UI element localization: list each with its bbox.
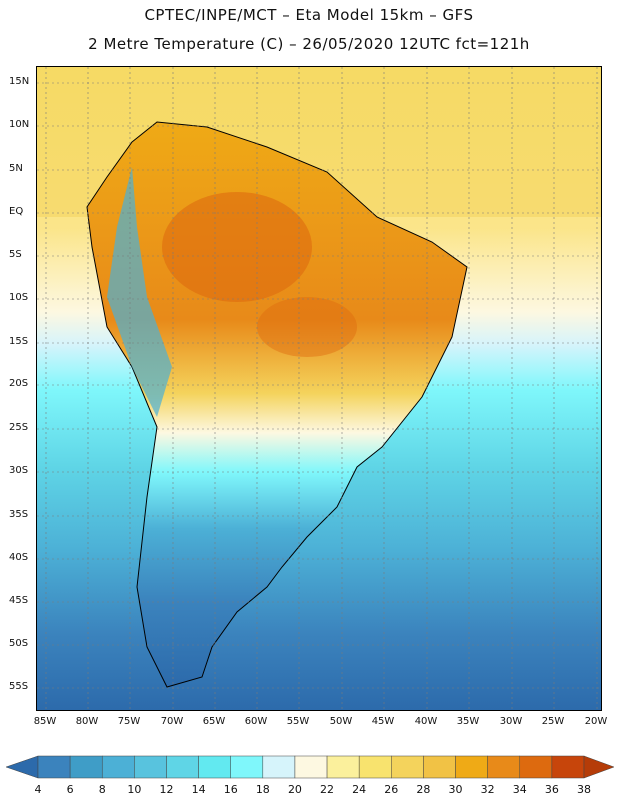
lon-label: 30W: [499, 716, 523, 727]
lat-label: 55S: [9, 681, 29, 692]
lon-label: 65W: [202, 716, 226, 727]
colorbar-box: [391, 755, 424, 779]
lon-label: 85W: [33, 716, 57, 727]
lon-label: 80W: [75, 716, 99, 727]
lon-label: 35W: [456, 716, 480, 727]
colorbar-box: [134, 755, 167, 779]
lat-label: 15N: [9, 76, 30, 87]
colorbar-label: 14: [191, 783, 206, 796]
lat-label: 50S: [9, 638, 29, 649]
lat-label: 10N: [9, 119, 30, 130]
colorbar-box: [198, 755, 231, 779]
map-canvas: [37, 67, 601, 710]
colorbar: [5, 755, 615, 779]
lat-label: 10S: [9, 292, 29, 303]
colorbar-label: 6: [66, 783, 74, 796]
lat-label: EQ: [9, 206, 24, 217]
colorbar-label: 36: [544, 783, 559, 796]
temperature-map: [36, 66, 602, 711]
colorbar-label: 30: [448, 783, 463, 796]
colorbar-box: [358, 755, 392, 779]
lat-label: 20S: [9, 378, 29, 389]
colorbar-box: [37, 755, 71, 779]
colorbar-label: 26: [384, 783, 399, 796]
lon-label: 50W: [329, 716, 353, 727]
colorbar-box: [262, 755, 296, 779]
colorbar-label: 28: [416, 783, 431, 796]
colorbar-label: 20: [287, 783, 302, 796]
lon-label: 45W: [371, 716, 395, 727]
lon-label: 60W: [244, 716, 268, 727]
colorbar-box: [101, 755, 135, 779]
lat-label: 5S: [9, 249, 22, 260]
colorbar-label: 10: [127, 783, 142, 796]
lat-label: 25S: [9, 422, 29, 433]
colorbar-box: [487, 755, 521, 779]
colorbar-box: [230, 755, 264, 779]
colorbar-label: 32: [480, 783, 495, 796]
colorbar-label: 16: [223, 783, 238, 796]
colorbar-label: 24: [352, 783, 367, 796]
colorbar-label: 12: [159, 783, 174, 796]
central-hot-region: [257, 297, 357, 357]
lon-label: 75W: [117, 716, 141, 727]
lat-label: 5N: [9, 163, 23, 174]
amazon-hot-region: [162, 192, 312, 302]
map-subtitle: 2 Metre Temperature (C) – 26/05/2020 12U…: [88, 35, 530, 53]
colorbar-box: [455, 755, 488, 779]
colorbar-label: 38: [577, 783, 591, 796]
lat-label: 45S: [9, 595, 29, 606]
lon-label: 20W: [584, 716, 608, 727]
colorbar-label: 4: [34, 783, 42, 796]
andes-cold-strip: [107, 167, 172, 417]
colorbar-low-arrow: [5, 755, 39, 779]
lat-label: 40S: [9, 552, 29, 563]
lat-label: 15S: [9, 336, 29, 347]
lon-label: 55W: [286, 716, 310, 727]
lon-label: 40W: [414, 716, 438, 727]
colorbar-box: [519, 755, 553, 779]
colorbar-label: 18: [255, 783, 270, 796]
colorbar-label: 22: [320, 783, 335, 796]
lat-label: 35S: [9, 509, 29, 520]
map-title: CPTEC/INPE/MCT – Eta Model 15km – GFS: [144, 6, 474, 24]
colorbar-label: 8: [98, 783, 106, 796]
lon-label: 70W: [160, 716, 184, 727]
lat-label: 30S: [9, 465, 29, 476]
colorbar-box: [423, 755, 456, 779]
lon-label: 25W: [541, 716, 565, 727]
colorbar-box: [166, 755, 199, 779]
colorbar-box: [326, 755, 360, 779]
colorbar-box: [69, 755, 103, 779]
colorbar-box: [294, 755, 328, 779]
colorbar-label: 34: [512, 783, 527, 796]
graticule: [37, 67, 601, 710]
colorbar-high-arrow: [583, 755, 615, 779]
colorbar-box: [551, 755, 585, 779]
